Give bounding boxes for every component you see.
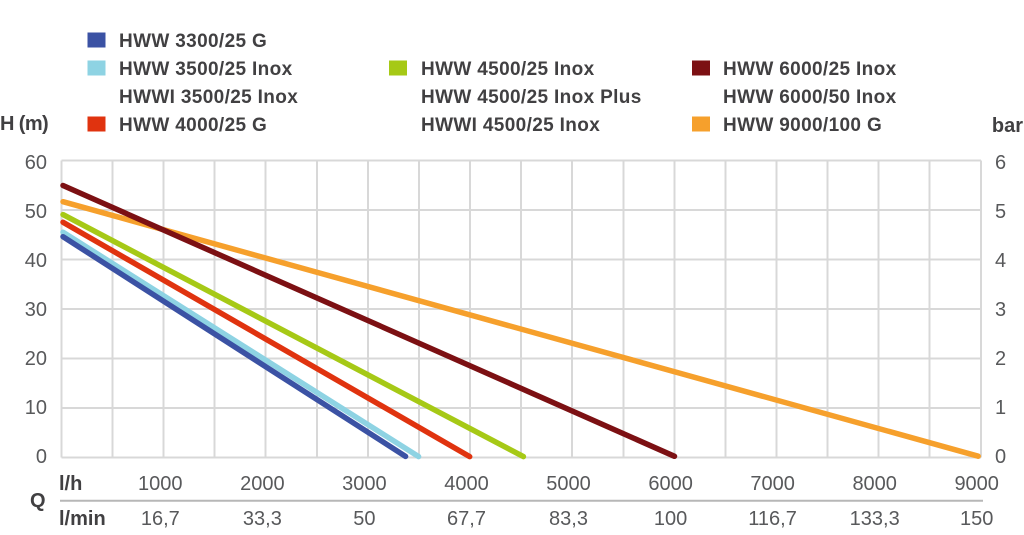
svg-text:2000: 2000: [240, 473, 285, 495]
svg-text:HWW 3300/25 G: HWW 3300/25 G: [119, 31, 267, 52]
svg-text:bar: bar: [992, 115, 1023, 137]
svg-text:10: 10: [25, 397, 47, 419]
svg-text:100: 100: [654, 508, 687, 530]
svg-text:H (m): H (m): [0, 113, 48, 135]
svg-text:16,7: 16,7: [141, 508, 180, 530]
svg-text:4: 4: [995, 250, 1006, 272]
svg-text:7000: 7000: [750, 473, 795, 495]
svg-text:1000: 1000: [138, 473, 183, 495]
svg-text:0: 0: [995, 446, 1006, 468]
svg-text:HWW 4500/25 Inox Plus: HWW 4500/25 Inox Plus: [421, 87, 642, 108]
svg-text:33,3: 33,3: [243, 508, 282, 530]
svg-text:60: 60: [25, 152, 47, 174]
svg-text:Q: Q: [30, 490, 46, 512]
svg-text:6000: 6000: [648, 473, 693, 495]
svg-text:50: 50: [25, 201, 47, 223]
svg-text:HWW 9000/100 G: HWW 9000/100 G: [723, 115, 882, 136]
svg-text:5: 5: [995, 201, 1006, 223]
svg-text:l/min: l/min: [59, 508, 106, 530]
svg-text:4000: 4000: [444, 473, 489, 495]
svg-text:150: 150: [960, 508, 993, 530]
svg-text:3: 3: [995, 299, 1006, 321]
svg-text:HWW 4000/25 G: HWW 4000/25 G: [119, 115, 267, 136]
svg-text:133,3: 133,3: [850, 508, 900, 530]
svg-text:50: 50: [353, 508, 375, 530]
svg-text:0: 0: [36, 446, 47, 468]
svg-text:20: 20: [25, 348, 47, 370]
svg-text:HWWI 3500/25 Inox: HWWI 3500/25 Inox: [119, 87, 298, 108]
svg-text:83,3: 83,3: [549, 508, 588, 530]
svg-text:HWWI 4500/25 Inox: HWWI 4500/25 Inox: [421, 115, 600, 136]
svg-text:5000: 5000: [546, 473, 591, 495]
svg-text:30: 30: [25, 299, 47, 321]
svg-text:l/h: l/h: [59, 473, 82, 495]
svg-text:116,7: 116,7: [748, 508, 797, 530]
svg-text:9000: 9000: [954, 473, 999, 495]
svg-text:3000: 3000: [342, 473, 387, 495]
svg-text:2: 2: [995, 348, 1006, 370]
svg-text:6: 6: [995, 152, 1006, 174]
svg-text:HWW 3500/25 Inox: HWW 3500/25 Inox: [119, 59, 293, 80]
svg-text:HWW 6000/50 Inox: HWW 6000/50 Inox: [723, 87, 897, 108]
svg-text:67,7: 67,7: [447, 508, 486, 530]
svg-text:HWW 6000/25 Inox: HWW 6000/25 Inox: [723, 59, 897, 80]
svg-text:HWW 4500/25 Inox: HWW 4500/25 Inox: [421, 59, 595, 80]
svg-text:8000: 8000: [852, 473, 897, 495]
svg-text:40: 40: [25, 250, 47, 272]
svg-text:1: 1: [995, 397, 1006, 419]
